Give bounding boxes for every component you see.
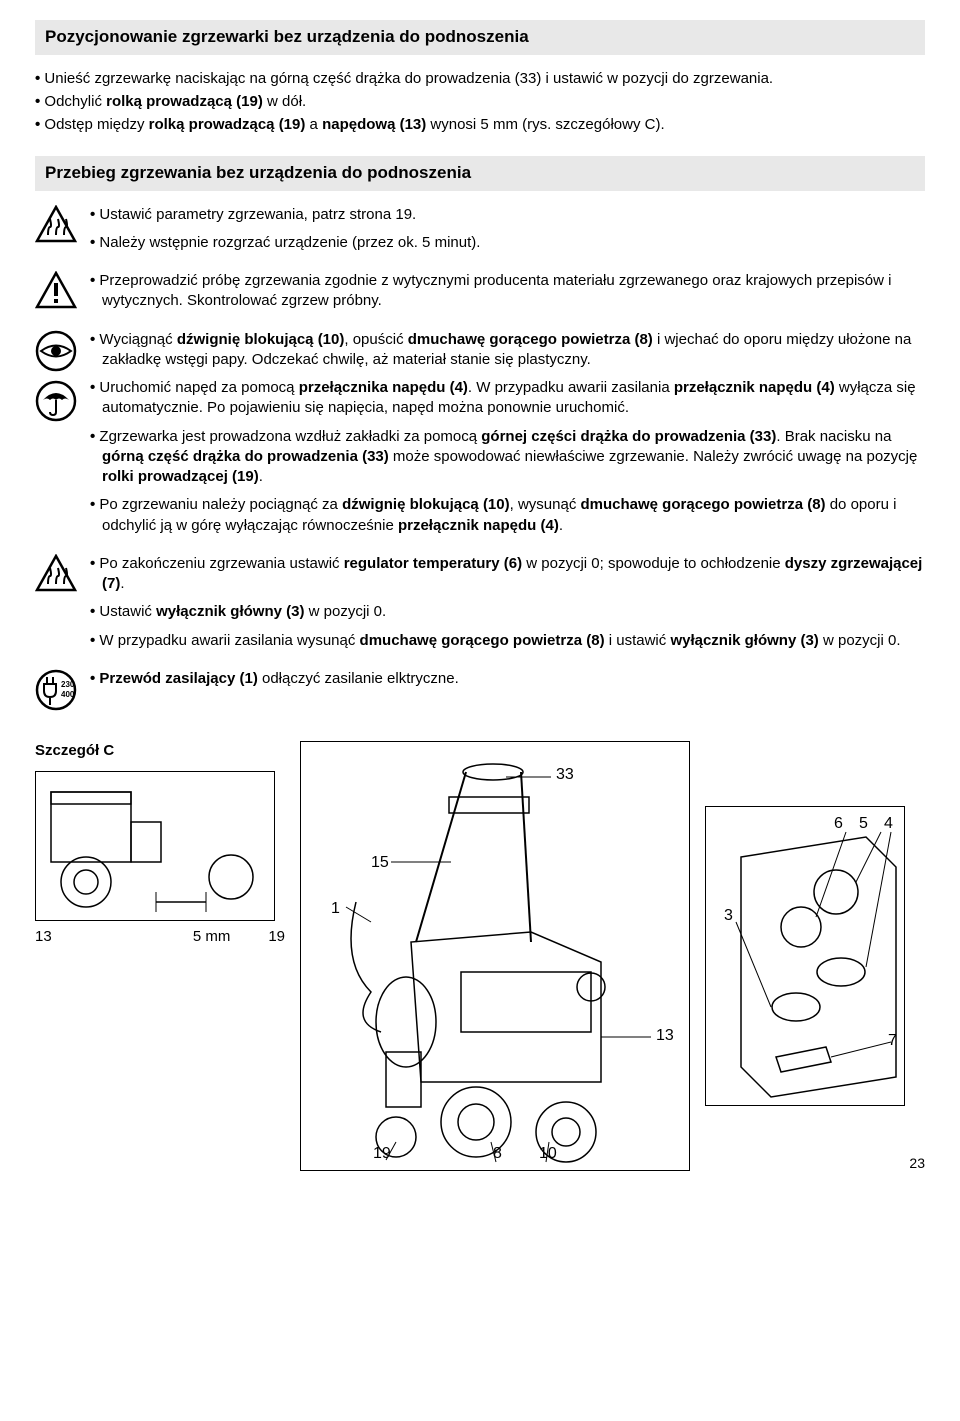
block-heat-2: Po zakończeniu zgrzewania ustawić regula… bbox=[35, 554, 925, 659]
callout-33: 33 bbox=[556, 764, 574, 786]
callout-13: 13 bbox=[35, 927, 52, 947]
heading-positioning: Pozycjonowanie zgrzewarki bez urządzenia… bbox=[35, 20, 925, 55]
heat-warning-icon bbox=[35, 554, 77, 592]
callout-8: 8 bbox=[493, 1143, 502, 1165]
list-item: W przypadku awarii zasilania wysunąć dmu… bbox=[90, 631, 925, 651]
plug-icon: 230 400 bbox=[35, 669, 77, 711]
list-item: Przewód zasilający (1) odłączyć zasilani… bbox=[90, 669, 925, 689]
list-item: Ustawić parametry zgrzewania, patrz stro… bbox=[90, 205, 925, 225]
callout-15: 15 bbox=[371, 852, 389, 874]
heat-warning-icon bbox=[35, 205, 77, 243]
callout-13: 13 bbox=[656, 1025, 674, 1047]
figures-row: Szczegół C 13 5 mm 19 bbox=[35, 741, 925, 1171]
callout-7: 7 bbox=[888, 1030, 897, 1052]
umbrella-icon bbox=[35, 380, 77, 422]
list-item: Zgrzewarka jest prowadzona wzdłuż zakład… bbox=[90, 427, 925, 488]
callout-3: 3 bbox=[724, 905, 733, 927]
block-heat: Ustawić parametry zgrzewania, patrz stro… bbox=[35, 205, 925, 262]
list-item: Uruchomić napęd za pomocą przełącznika n… bbox=[90, 378, 925, 419]
callout-6: 6 bbox=[834, 813, 843, 835]
page-number: 23 bbox=[909, 1154, 925, 1173]
figure-panel: 6 5 4 3 7 bbox=[705, 806, 905, 1106]
callout-1: 1 bbox=[331, 898, 340, 920]
callout-19: 19 bbox=[268, 927, 285, 947]
list-positioning: Unieść zgrzewarkę naciskając na górną cz… bbox=[35, 69, 925, 136]
plug-voltage-2: 400 bbox=[61, 690, 75, 699]
list-item: Wyciągnąć dźwignię blokującą (10), opuśc… bbox=[90, 330, 925, 371]
callout-5: 5 bbox=[859, 813, 868, 835]
callout-5mm: 5 mm bbox=[193, 927, 231, 947]
block-caution: Przeprowadzić próbę zgrzewania zgodnie z… bbox=[35, 271, 925, 320]
heading-process: Przebieg zgrzewania bez urządzenia do po… bbox=[35, 156, 925, 191]
block-plug: 230 400 Przewód zasilający (1) odłączyć … bbox=[35, 669, 925, 711]
list-item: Należy wstępnie rozgrzać urządzenie (prz… bbox=[90, 233, 925, 253]
figure-detail-c bbox=[35, 771, 275, 921]
list-item: Przeprowadzić próbę zgrzewania zgodnie z… bbox=[90, 271, 925, 312]
plug-voltage-1: 230 bbox=[61, 680, 75, 689]
block-observe: Wyciągnąć dźwignię blokującą (10), opuśc… bbox=[35, 330, 925, 544]
callout-10: 10 bbox=[539, 1143, 557, 1165]
list-item: Odchylić rolką prowadzącą (19) w dół. bbox=[35, 92, 925, 112]
caution-icon bbox=[35, 271, 77, 309]
callout-19: 19 bbox=[373, 1143, 391, 1165]
figure-main: 33 15 1 13 19 8 10 bbox=[300, 741, 690, 1171]
list-item: Ustawić wyłącznik główny (3) w pozycji 0… bbox=[90, 602, 925, 622]
list-item: Po zakończeniu zgrzewania ustawić regula… bbox=[90, 554, 925, 595]
list-item: Odstęp między rolką prowadzącą (19) a na… bbox=[35, 115, 925, 135]
detail-c-label: Szczegół C bbox=[35, 741, 285, 761]
callout-4: 4 bbox=[884, 813, 893, 835]
list-item: Po zgrzewaniu należy pociągnąć za dźwign… bbox=[90, 495, 925, 536]
eye-icon bbox=[35, 330, 77, 372]
list-item: Unieść zgrzewarkę naciskając na górną cz… bbox=[35, 69, 925, 89]
